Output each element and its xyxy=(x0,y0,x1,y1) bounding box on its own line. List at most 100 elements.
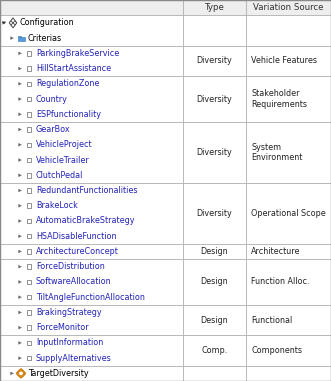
Bar xyxy=(27,249,31,254)
Text: AutomaticBrakeStrategy: AutomaticBrakeStrategy xyxy=(36,216,135,226)
Polygon shape xyxy=(19,219,22,223)
Polygon shape xyxy=(19,98,22,101)
Polygon shape xyxy=(19,280,22,283)
Text: ForceMonitor: ForceMonitor xyxy=(36,323,89,332)
Polygon shape xyxy=(19,189,22,192)
Bar xyxy=(183,46,246,76)
Bar xyxy=(18,37,24,40)
Bar xyxy=(246,305,331,335)
Text: BrakingStrategy: BrakingStrategy xyxy=(36,308,102,317)
Text: Architecture: Architecture xyxy=(251,247,301,256)
Text: BrakeLock: BrakeLock xyxy=(36,201,78,210)
Text: Vehicle Features: Vehicle Features xyxy=(251,56,317,66)
Text: Type: Type xyxy=(205,3,224,12)
Text: Diversity: Diversity xyxy=(197,56,232,66)
Polygon shape xyxy=(19,265,22,268)
Bar xyxy=(183,305,246,335)
Bar xyxy=(27,341,31,345)
Text: Components: Components xyxy=(251,346,302,355)
Text: RedundantFunctionalities: RedundantFunctionalities xyxy=(36,186,137,195)
Text: Diversity: Diversity xyxy=(197,209,232,218)
Bar xyxy=(27,234,31,239)
Bar xyxy=(183,76,246,122)
Bar xyxy=(0,305,183,335)
Bar xyxy=(27,97,31,101)
Bar xyxy=(27,173,31,178)
Text: Diversity: Diversity xyxy=(197,148,232,157)
Bar xyxy=(183,183,246,244)
Polygon shape xyxy=(11,37,14,40)
Bar xyxy=(27,356,31,360)
Polygon shape xyxy=(19,204,22,207)
Bar xyxy=(183,335,246,366)
Polygon shape xyxy=(16,368,26,378)
Polygon shape xyxy=(19,357,22,360)
Bar xyxy=(27,66,31,71)
Bar xyxy=(27,188,31,193)
Polygon shape xyxy=(19,158,22,162)
Polygon shape xyxy=(11,372,14,375)
Polygon shape xyxy=(19,128,22,131)
Text: HSADisableFunction: HSADisableFunction xyxy=(36,232,117,241)
Polygon shape xyxy=(3,21,6,24)
Bar xyxy=(246,0,331,15)
Bar xyxy=(27,112,31,117)
Bar xyxy=(27,325,31,330)
Text: TargetDiversity: TargetDiversity xyxy=(28,369,89,378)
Text: Function Alloc.: Function Alloc. xyxy=(251,277,309,287)
Bar xyxy=(183,366,246,381)
Polygon shape xyxy=(19,113,22,116)
Bar xyxy=(0,183,183,244)
Polygon shape xyxy=(19,311,22,314)
Text: VehicleTrailer: VehicleTrailer xyxy=(36,155,90,165)
Bar xyxy=(27,142,31,147)
Text: Design: Design xyxy=(201,315,228,325)
Bar xyxy=(0,259,183,305)
Polygon shape xyxy=(19,250,22,253)
Text: Configuration: Configuration xyxy=(20,18,74,27)
Polygon shape xyxy=(9,18,17,28)
Text: ClutchPedal: ClutchPedal xyxy=(36,171,83,180)
Text: RegulationZone: RegulationZone xyxy=(36,79,99,88)
Text: Criterias: Criterias xyxy=(28,34,62,43)
Bar xyxy=(0,244,183,259)
Polygon shape xyxy=(19,341,22,344)
Text: ForceDistribution: ForceDistribution xyxy=(36,262,105,271)
Bar xyxy=(246,366,331,381)
Bar xyxy=(246,183,331,244)
Text: VehicleProject: VehicleProject xyxy=(36,140,93,149)
Polygon shape xyxy=(2,22,6,24)
Bar xyxy=(27,203,31,208)
Text: Country: Country xyxy=(36,94,68,104)
Bar xyxy=(27,219,31,223)
Text: Design: Design xyxy=(201,247,228,256)
Text: Variation Source: Variation Source xyxy=(253,3,324,12)
Bar xyxy=(27,127,31,132)
Text: Operational Scope: Operational Scope xyxy=(251,209,326,218)
Polygon shape xyxy=(19,82,22,85)
Bar xyxy=(27,51,31,56)
Polygon shape xyxy=(19,235,22,238)
Polygon shape xyxy=(19,52,22,55)
Bar xyxy=(0,76,183,122)
Bar xyxy=(246,15,331,46)
Text: HillStartAssistance: HillStartAssistance xyxy=(36,64,111,73)
Bar xyxy=(0,0,183,15)
Bar xyxy=(246,259,331,305)
Bar xyxy=(27,264,31,269)
Bar xyxy=(183,122,246,183)
Text: TiltAngleFunctionAllocation: TiltAngleFunctionAllocation xyxy=(36,293,145,302)
Bar xyxy=(27,82,31,86)
Bar xyxy=(246,46,331,76)
Bar xyxy=(246,76,331,122)
Bar xyxy=(246,244,331,259)
Bar xyxy=(0,122,183,183)
Bar xyxy=(0,46,183,76)
Bar xyxy=(183,15,246,46)
Circle shape xyxy=(19,371,23,376)
Text: InputInformation: InputInformation xyxy=(36,338,103,347)
Bar xyxy=(246,335,331,366)
Text: Functional: Functional xyxy=(251,315,292,325)
Bar xyxy=(27,280,31,284)
Text: SoftwareAllocation: SoftwareAllocation xyxy=(36,277,112,287)
